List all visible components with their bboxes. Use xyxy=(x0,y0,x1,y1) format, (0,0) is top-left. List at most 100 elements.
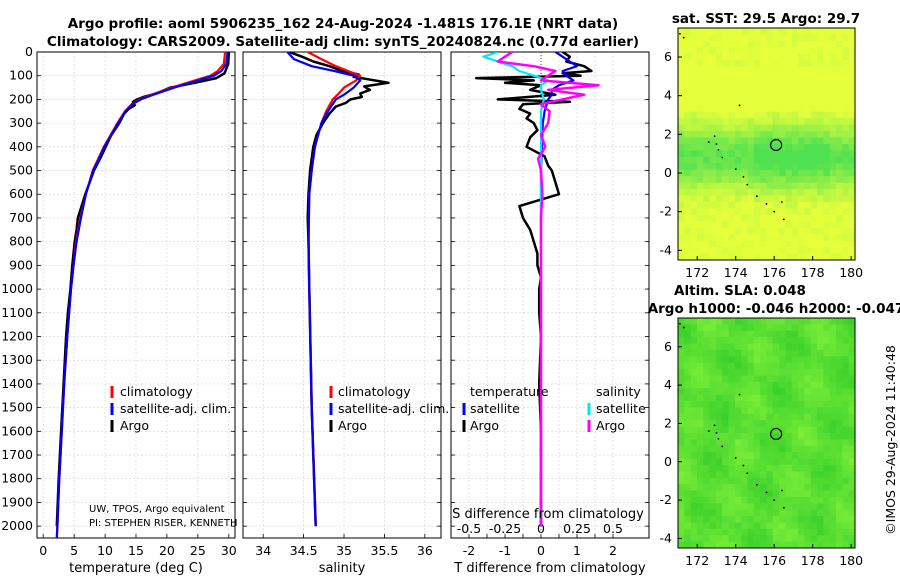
map-lat-label: 6 xyxy=(664,339,672,354)
map-cell xyxy=(690,433,698,440)
map-cell xyxy=(791,195,799,203)
map-cell xyxy=(741,349,748,357)
map-cell xyxy=(753,66,761,74)
map-cell xyxy=(760,131,767,138)
map-cell xyxy=(817,349,824,357)
map-cell xyxy=(798,163,805,171)
map-cell xyxy=(823,439,831,447)
map-cell xyxy=(722,349,729,357)
map-cell xyxy=(823,369,831,376)
map-cell xyxy=(747,522,755,530)
island-marker xyxy=(717,437,720,440)
map-lon-label: 178 xyxy=(801,265,825,280)
map-cell xyxy=(798,343,805,351)
map-cell xyxy=(804,86,812,93)
map-cell xyxy=(772,407,780,415)
map-cell xyxy=(722,439,729,447)
map-cell xyxy=(734,381,742,389)
map-cell xyxy=(722,362,729,370)
map-cell xyxy=(715,118,723,126)
map-cell xyxy=(684,189,692,196)
map-cell xyxy=(690,28,698,35)
map-cell xyxy=(798,535,805,543)
map-cell xyxy=(848,105,856,113)
map-cell xyxy=(734,471,742,479)
map-cell xyxy=(779,356,786,364)
map-cell xyxy=(848,509,856,517)
map-cell xyxy=(728,227,736,235)
map-cell xyxy=(741,484,748,491)
map-cell xyxy=(810,394,818,402)
map-cell xyxy=(836,144,843,151)
map-cell xyxy=(760,202,767,209)
map-cell xyxy=(678,227,685,235)
map-cell xyxy=(798,176,805,184)
map-cell xyxy=(810,439,818,447)
island-marker xyxy=(734,457,737,459)
map-cell xyxy=(766,150,774,158)
map-cell xyxy=(836,464,843,472)
map-cell xyxy=(810,92,818,100)
map-cell xyxy=(804,137,812,145)
map-cell xyxy=(696,503,704,511)
map-cell xyxy=(779,420,786,428)
map-cell xyxy=(798,349,805,357)
map-cell xyxy=(703,98,711,106)
map-cell xyxy=(722,234,729,242)
map-cell xyxy=(709,496,717,504)
map-cell xyxy=(766,362,774,370)
map-cell xyxy=(836,407,843,415)
map-cell xyxy=(753,124,761,132)
map-cell xyxy=(829,330,837,338)
map-cell xyxy=(696,111,704,119)
map-cell xyxy=(728,458,736,466)
map-cell xyxy=(772,388,780,396)
map-cell xyxy=(760,105,767,113)
map-cell xyxy=(779,47,786,55)
map-cell xyxy=(836,484,843,491)
map-cell xyxy=(798,60,805,68)
map-cell xyxy=(848,426,856,434)
map-cell xyxy=(734,214,742,222)
map-cell xyxy=(703,47,711,55)
map-cell xyxy=(823,34,831,42)
t-diff-tick-label: 2 xyxy=(609,543,617,558)
map-cell xyxy=(779,458,786,466)
map-cell xyxy=(747,439,755,447)
map-cell xyxy=(804,60,812,68)
map-cell xyxy=(785,202,793,209)
map-cell xyxy=(810,458,818,466)
map-cell xyxy=(804,227,812,235)
map-cell xyxy=(785,464,793,472)
map-cell xyxy=(734,503,742,511)
map-cell xyxy=(709,156,717,164)
map-cell xyxy=(728,34,736,42)
map-cell xyxy=(690,92,698,100)
map-cell xyxy=(810,66,818,74)
map-cell xyxy=(772,356,780,364)
map-cell xyxy=(848,60,856,68)
map-cell xyxy=(709,477,717,485)
island-marker xyxy=(707,430,710,432)
legend-satellite-label: satellite-adj. clim. xyxy=(338,401,449,416)
map-cell xyxy=(747,471,755,479)
map-cell xyxy=(678,388,685,396)
map-cell xyxy=(747,28,755,35)
map-cell xyxy=(785,369,793,376)
map-cell xyxy=(747,176,755,184)
map-cell xyxy=(734,541,742,549)
map-cell xyxy=(760,86,767,93)
map-cell xyxy=(848,324,856,332)
map-cell xyxy=(741,47,748,55)
map-cell xyxy=(823,92,831,100)
map-cell xyxy=(772,124,780,132)
map-cell xyxy=(804,413,812,421)
map-cell xyxy=(829,240,837,248)
map-cell xyxy=(779,92,786,100)
map-cell xyxy=(703,445,711,453)
map-cell xyxy=(715,369,723,376)
map-cell xyxy=(791,369,799,376)
map-cell xyxy=(722,169,729,177)
map-cell xyxy=(709,202,717,209)
